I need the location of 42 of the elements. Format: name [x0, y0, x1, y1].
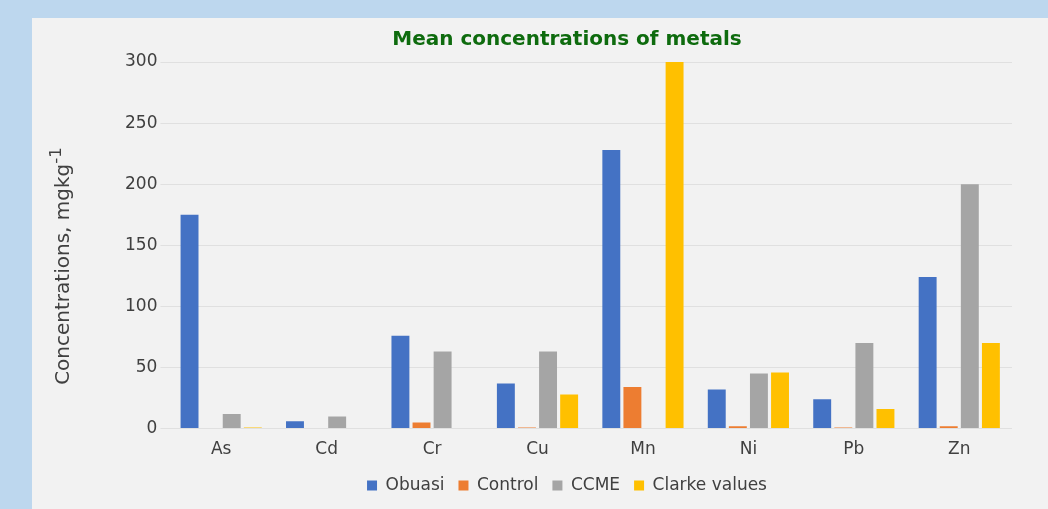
bar [623, 387, 642, 429]
bar [918, 277, 937, 429]
bar [771, 372, 789, 429]
bar [496, 383, 515, 429]
bar [412, 422, 431, 429]
bar [707, 389, 726, 429]
x-tick-label: Pb [843, 438, 865, 459]
bar [665, 62, 684, 429]
bar [286, 421, 304, 429]
x-tick-label: Cr [422, 438, 442, 459]
x-tick-label: As [210, 438, 232, 459]
bar [391, 335, 410, 429]
bar [539, 351, 558, 429]
y-tick-label: 50 [135, 355, 158, 376]
legend-label: Clarke values [652, 473, 768, 494]
bar [222, 413, 241, 429]
legend-label: Control [476, 473, 539, 494]
x-tick-label: Mn [630, 438, 656, 459]
x-tick-label: Zn [948, 438, 971, 459]
bar [328, 416, 347, 429]
y-tick-label: 250 [124, 111, 158, 132]
y-tick-label: 150 [124, 233, 158, 254]
bar [433, 351, 452, 429]
bar [960, 184, 979, 429]
x-tick-label: Cu [526, 438, 549, 459]
legend-label: CCME [570, 473, 621, 494]
bar [180, 214, 199, 429]
x-tick-label: Ni [739, 438, 758, 459]
x-tick-label: Cd [315, 438, 338, 459]
y-tick-label: 100 [124, 294, 158, 315]
bar [876, 409, 895, 429]
bar [981, 343, 1000, 429]
bar [602, 149, 621, 429]
chart-title: Mean concentrations of metals [392, 26, 742, 51]
bar [855, 343, 874, 429]
legend-label: Obuasi [385, 473, 445, 494]
bar [813, 399, 832, 429]
y-tick-label: 300 [124, 50, 158, 71]
bar [749, 373, 768, 429]
y-tick-label: 200 [124, 172, 158, 193]
y-tick-label: 0 [146, 417, 158, 438]
bar [560, 394, 579, 429]
